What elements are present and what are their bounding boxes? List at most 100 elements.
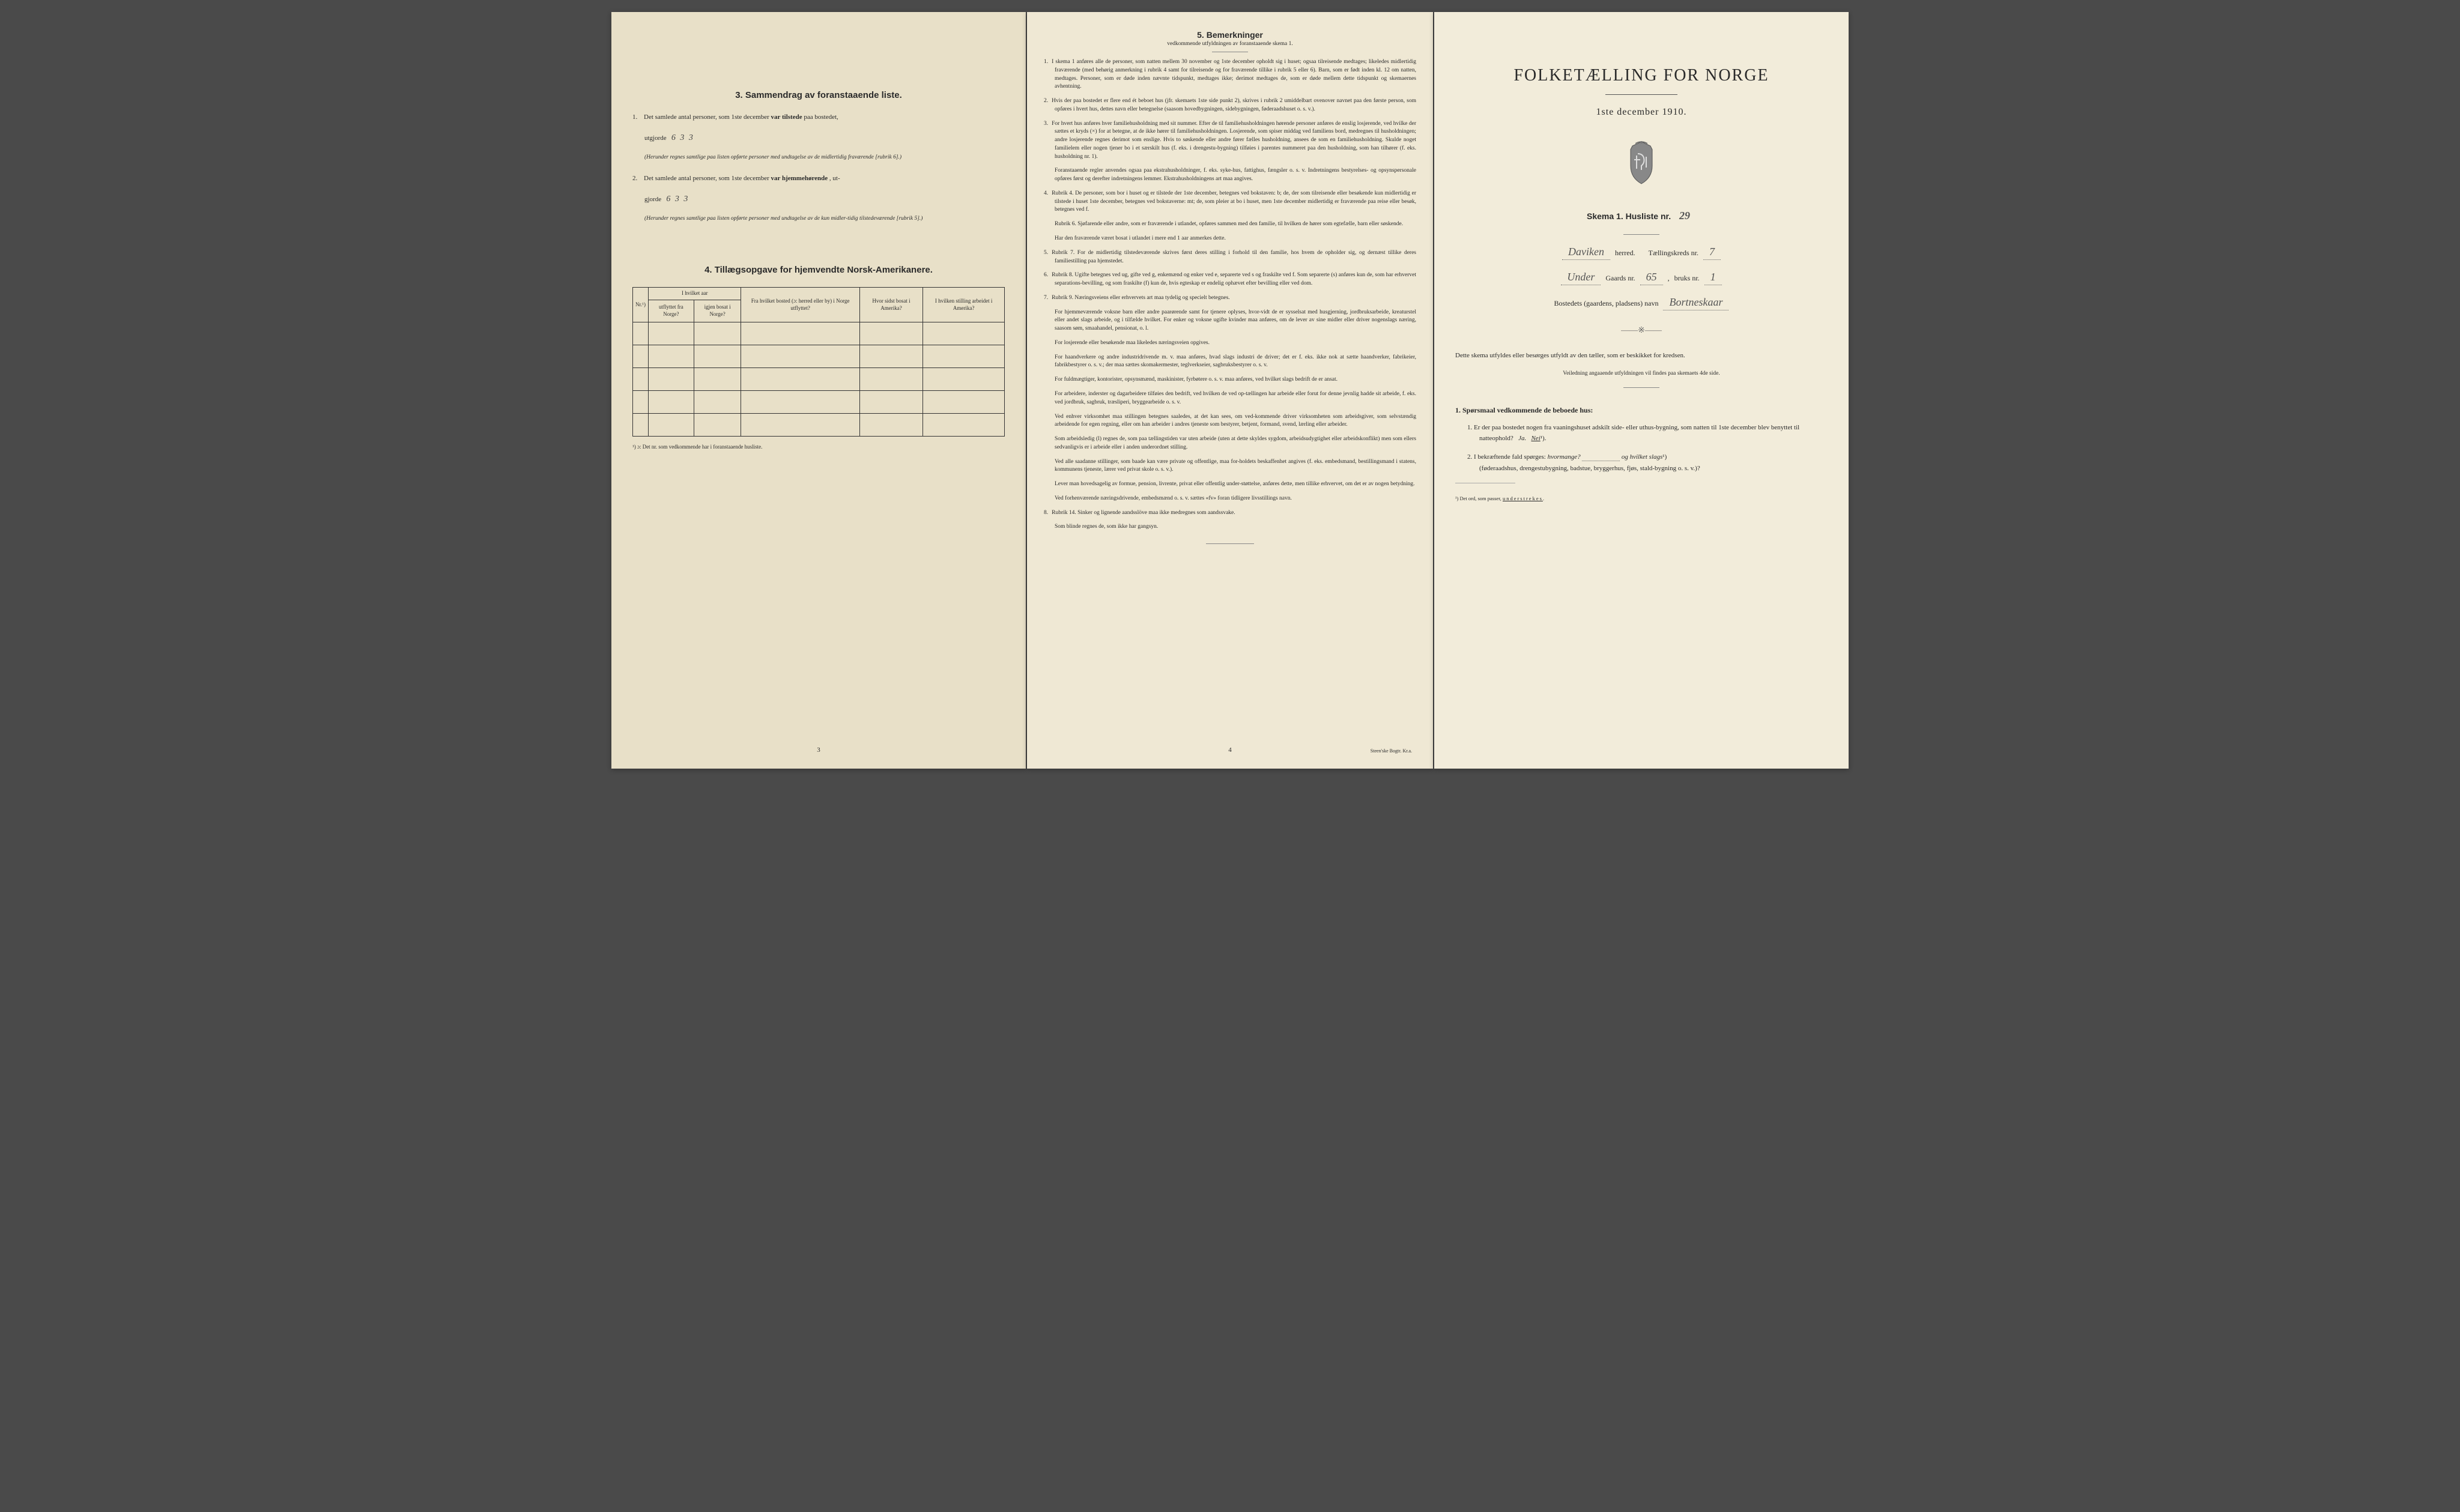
coat-of-arms (1455, 139, 1828, 189)
col-emigrated: utflyttet fra Norge? (648, 300, 694, 322)
instruction-rule (1623, 387, 1659, 388)
item-1-value: 6 3 3 (671, 133, 694, 142)
remark-sub: For hjemmeværende voksne barn eller andr… (1044, 309, 1416, 333)
col-nr: Nr.¹) (633, 288, 649, 322)
item-2-note: (Herunder regnes samtlige paa listen opf… (632, 214, 1005, 223)
page-4: 5. Bemerkninger vedkommende utfyldningen… (1027, 12, 1433, 769)
remark-sub: Rubrik 6. Sjøfarende eller andre, som er… (1044, 220, 1416, 229)
question-1: 1. Er der paa bostedet nogen fra vaaning… (1467, 422, 1828, 444)
section-4-title: 4. Tillægsopgave for hjemvendte Norsk-Am… (632, 265, 1005, 275)
bemerkninger-title: 5. Bemerkninger (1044, 30, 1416, 40)
table-row (633, 345, 1005, 367)
question-header: 1. Spørsmaal vedkommende de beboede hus: (1455, 406, 1828, 415)
kreds-nr: 7 (1703, 246, 1721, 260)
remark-item: 2.Hvis der paa bostedet er flere end ét … (1044, 97, 1416, 114)
crest-icon (1623, 139, 1659, 187)
summary-item-2-line2: gjorde 6 3 3 (632, 193, 1005, 206)
item-2-bold: var hjemmehørende (771, 175, 828, 182)
remark-item: 3.For hvert hus anføres hver familiehush… (1044, 120, 1416, 162)
table-row (633, 322, 1005, 345)
herred-line: Daviken herred. Tællingskreds nr. 7 (1455, 246, 1828, 260)
husliste-nr: 29 (1673, 210, 1696, 223)
section-3-title: 3. Sammendrag av foranstaaende liste. (632, 90, 1005, 100)
item-1-note: (Herunder regnes samtlige paa listen opf… (632, 153, 1005, 162)
remark-item: 5.Rubrik 7. For de midlertidig tilstedev… (1044, 249, 1416, 266)
gaards-nr: 65 (1640, 271, 1663, 285)
main-title: FOLKETÆLLING FOR NORGE (1455, 66, 1828, 85)
remark-sub: For losjerende eller besøkende maa likel… (1044, 339, 1416, 348)
item-1-utgjorde: utgjorde (644, 135, 667, 142)
bosted-label: Bostedets (gaardens, pladsens) navn (1554, 299, 1659, 308)
q2-blank (1582, 453, 1620, 461)
q2-text: I bekræftende fald spørges: (1474, 453, 1546, 461)
item-1-text-b: paa bostedet, (804, 113, 838, 121)
q-header-text: Spørsmaal vedkommende de beboede hus: (1462, 406, 1593, 414)
item-2-text-b: , ut- (829, 175, 840, 182)
item-2-text-a: Det samlede antal personer, som 1ste dec… (644, 175, 769, 182)
skema-line: Skema 1. Husliste nr. 29 (1455, 210, 1828, 222)
remark-sub: Som blinde regnes de, som ikke har gangs… (1044, 523, 1416, 531)
bemerkninger-header: 5. Bemerkninger vedkommende utfyldningen… (1044, 30, 1416, 47)
emigrant-table-container: Nr.¹) I hvilket aar Fra hvilket bosted (… (632, 287, 1005, 436)
footnote-text: ¹) Det ord, som passer, (1455, 495, 1501, 501)
q2-paren: (føderaadshus, drengestubygning, badstue… (1479, 465, 1700, 472)
remark-sub: Har den fraværende været bosat i utlande… (1044, 235, 1416, 243)
q2-sup: ¹) (1662, 453, 1667, 461)
q1-ja: Ja. (1518, 435, 1526, 442)
page-1: FOLKETÆLLING FOR NORGE 1ste december 191… (1434, 12, 1849, 769)
remark-sub: Ved enhver virksomhet maa stillingen bet… (1044, 413, 1416, 430)
title-rule (1605, 94, 1677, 95)
remark-item: 4.Rubrik 4. De personer, som bor i huset… (1044, 190, 1416, 214)
question-2: 2. I bekræftende fald spørges: hvormange… (1467, 452, 1828, 474)
remarks-list: 1.I skema 1 anføres alle de personer, so… (1044, 58, 1416, 531)
page-number-4: 4 (1228, 746, 1232, 754)
q1-sup: ¹). (1541, 435, 1547, 442)
page1-footnote: ¹) Det ord, som passer, understrekes. (1455, 495, 1828, 501)
remark-item: 1.I skema 1 anføres alle de personer, so… (1044, 58, 1416, 91)
remark-sub: For fuldmægtiger, kontorister, opsynsmæn… (1044, 376, 1416, 384)
remark-sub: Foranstaaende regler anvendes ogsaa paa … (1044, 167, 1416, 184)
bosted-value: Bortneskaar (1663, 296, 1728, 310)
q1-nei: Nei (1531, 435, 1540, 442)
bruks-label: bruks nr. (1674, 274, 1700, 283)
q1-num: 1. (1467, 424, 1472, 431)
summary-item-2: 2. Det samlede antal personer, som 1ste … (632, 174, 1005, 184)
kreds-label: Tællingskreds nr. (1649, 249, 1698, 258)
q-header-num: 1. (1455, 406, 1461, 414)
under-value: Under (1561, 271, 1601, 285)
bemerkninger-subtitle: vedkommende utfyldningen av foranstaaend… (1044, 41, 1416, 47)
bottom-divider (1206, 543, 1254, 544)
table-footnote: ¹) ɔ: Det nr. som vedkommende har i fora… (632, 444, 1005, 450)
remark-sub: For arbeidere, inderster og dagarbeidere… (1044, 390, 1416, 407)
page-number-3: 3 (817, 746, 820, 754)
census-date: 1ste december 1910. (1455, 107, 1828, 118)
ornament-divider: ――※―― (1455, 325, 1828, 336)
remark-item: 8.Rubrik 14. Sinker og lignende aandsslö… (1044, 509, 1416, 518)
instruction-sub: Veiledning angaaende utfyldningen vil fi… (1455, 370, 1828, 376)
bruks-nr: 1 (1704, 271, 1722, 285)
question-section: 1. Spørsmaal vedkommende de beboede hus:… (1455, 406, 1828, 474)
printer-note: Steen'ske Bogtr. Kr.a. (1371, 748, 1412, 754)
document-container: 3. Sammendrag av foranstaaende liste. 1.… (611, 12, 1849, 769)
herred-value: Daviken (1562, 246, 1610, 260)
gaards-line: Under Gaards nr. 65, bruks nr. 1 (1455, 271, 1828, 285)
summary-item-1-line2: utgjorde 6 3 3 (632, 132, 1005, 145)
q2-og: og (1622, 453, 1628, 461)
item-1-number: 1. (632, 113, 637, 121)
remark-item: 6.Rubrik 8. Ugifte betegnes ved ug, gift… (1044, 271, 1416, 288)
item-1-text-a: Det samlede antal personer, som 1ste dec… (644, 113, 769, 121)
q2-hvilket: hvilket slags (1630, 453, 1663, 461)
remark-sub: For haandverkere og andre industridriven… (1044, 354, 1416, 370)
item-2-value: 6 3 3 (666, 195, 689, 204)
remark-sub: Som arbeidsledig (l) regnes de, som paa … (1044, 435, 1416, 452)
gaards-label: Gaards nr. (1605, 274, 1635, 283)
remark-sub: Ved alle saadanne stillinger, som baade … (1044, 458, 1416, 475)
remark-sub: Ved forhenværende næringsdrivende, embed… (1044, 495, 1416, 503)
q2-num: 2. (1467, 453, 1472, 461)
footnote-underlined: understrekes (1503, 495, 1543, 501)
skema-rule (1623, 234, 1659, 235)
skema-label: Skema 1. Husliste nr. (1587, 211, 1671, 221)
col-year-header: I hvilket aar (648, 288, 741, 300)
col-where: Hvor sidst bosat i Amerika? (859, 288, 922, 322)
table-row (633, 367, 1005, 390)
